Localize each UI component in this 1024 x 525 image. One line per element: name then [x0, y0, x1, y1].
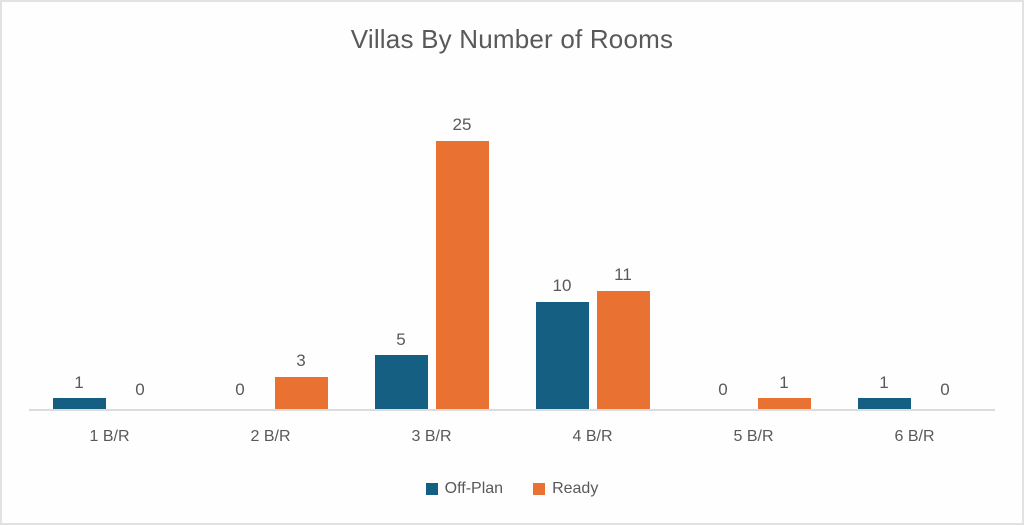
bar-slot-ready-3-b-r: 25 [435, 115, 489, 409]
bar-slot-ready-5-b-r: 1 [757, 372, 811, 409]
bar-slot-off-plan-3-b-r: 5 [374, 329, 428, 409]
bar-slot-ready-2-b-r: 3 [274, 351, 328, 409]
legend-swatch-off-plan [425, 483, 438, 495]
bar-value-label-off-plan-6-b-r: 1 [879, 372, 889, 392]
x-axis-label-6-b-r: 6 B/R [894, 428, 935, 445]
bar-slot-ready-4-b-r: 11 [596, 265, 650, 409]
bar-slot-off-plan-4-b-r: 10 [535, 276, 589, 409]
chart-title: Villas By Number of Rooms [350, 24, 674, 54]
legend-swatch-ready [533, 483, 546, 495]
x-axis-labels: 1 B/R 2 B/R 3 B/R 4 B/R 5 B/R 6 B/R [29, 428, 995, 446]
bar-value-label-ready-5-b-r: 1 [779, 372, 789, 392]
legend-item-off-plan: Off-Plan [425, 480, 504, 498]
bar-slot-off-plan-2-b-r: 0 [214, 381, 267, 409]
bar-off-plan-3-b-r [374, 355, 428, 409]
bar-value-label-ready-4-b-r: 11 [614, 265, 632, 285]
bar-ready-5-b-r [757, 398, 811, 409]
x-axis-label-1-b-r: 1 B/R [89, 428, 130, 445]
bar-off-plan-1-b-r [52, 398, 106, 409]
bar-slot-off-plan-5-b-r: 0 [697, 381, 750, 409]
bar-value-label-ready-6-b-r: 0 [940, 380, 950, 400]
bar-value-label-ready-2-b-r: 3 [296, 351, 306, 371]
bar-slot-ready-6-b-r: 0 [919, 381, 972, 409]
x-axis-label-4-b-r: 4 B/R [572, 428, 613, 445]
x-axis-line [29, 409, 995, 411]
bar-value-label-ready-3-b-r: 25 [452, 115, 472, 135]
bar-value-label-off-plan-2-b-r: 0 [235, 380, 245, 400]
bar-value-label-ready-1-b-r: 0 [135, 380, 145, 400]
bar-ready-2-b-r [274, 376, 328, 409]
legend: Off-Plan Ready [2, 480, 1022, 498]
x-axis-label-2-b-r: 2 B/R [250, 428, 291, 445]
bar-value-label-off-plan-3-b-r: 5 [396, 329, 406, 349]
x-axis-label-3-b-r: 3 B/R [411, 428, 452, 445]
bar-slot-ready-1-b-r: 0 [114, 381, 167, 409]
x-axis-label-5-b-r: 5 B/R [733, 428, 774, 445]
bar-value-label-off-plan-4-b-r: 10 [552, 276, 572, 296]
bar-group-4-b-r: 10 11 [512, 266, 673, 409]
legend-label-off-plan: Off-Plan [444, 480, 504, 497]
legend-label-ready: Ready [552, 480, 599, 497]
bar-ready-3-b-r [435, 141, 489, 409]
bar-off-plan-4-b-r [535, 301, 589, 409]
legend-item-ready: Ready [533, 480, 598, 498]
bar-slot-off-plan-6-b-r: 1 [857, 372, 911, 409]
bar-group-3-b-r: 5 25 [351, 116, 512, 409]
bar-value-label-off-plan-1-b-r: 1 [74, 372, 84, 392]
plot-area: 1 0 0 3 5 25 10 11 0 1 1 0 [29, 109, 995, 409]
bar-off-plan-6-b-r [857, 398, 911, 409]
bar-ready-4-b-r [596, 291, 650, 409]
bar-value-label-off-plan-5-b-r: 0 [718, 380, 728, 400]
bar-slot-off-plan-1-b-r: 1 [52, 372, 106, 409]
